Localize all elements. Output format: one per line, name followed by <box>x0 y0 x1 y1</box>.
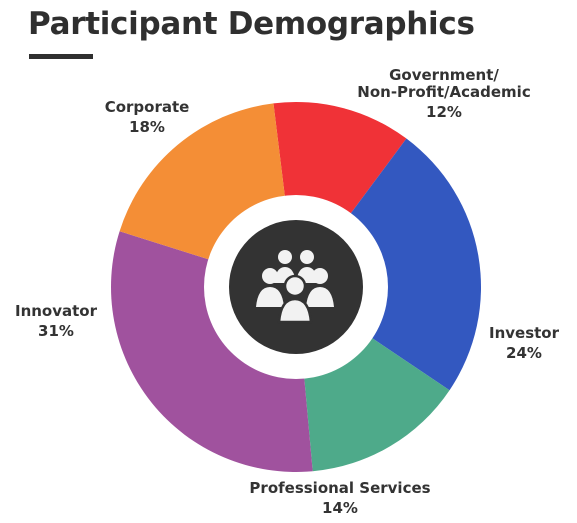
label-innovator: Innovator 31% <box>15 302 98 340</box>
slice-labels: Government/Non-Profit/Academic 12% Investo… <box>15 66 560 517</box>
slice-label-value: 24% <box>506 344 542 362</box>
slice-label-name: Government/Non-Profit/Academic <box>357 66 530 101</box>
label-government-non-profit-academic: Government/Non-Profit/Academic 12% <box>357 66 530 121</box>
label-investor: Investor 24% <box>489 324 560 362</box>
title-underline <box>29 54 93 59</box>
slice-label-name: Professional Services <box>249 479 430 497</box>
label-corporate: Corporate 18% <box>105 98 190 136</box>
slice-label-name: Investor <box>489 324 560 342</box>
label-professional-services: Professional Services 14% <box>249 479 430 517</box>
slice-label-name: Innovator <box>15 302 98 320</box>
slice-label-name: Corporate <box>105 98 190 116</box>
slice-label-value: 12% <box>426 103 462 121</box>
slice-label-value: 14% <box>322 499 358 517</box>
chart-title: Participant Demographics <box>28 6 475 42</box>
people-group-icon <box>256 250 334 324</box>
slice-investor <box>296 138 482 391</box>
slice-label-value: 31% <box>38 322 74 340</box>
slice-label-value: 18% <box>129 118 165 136</box>
